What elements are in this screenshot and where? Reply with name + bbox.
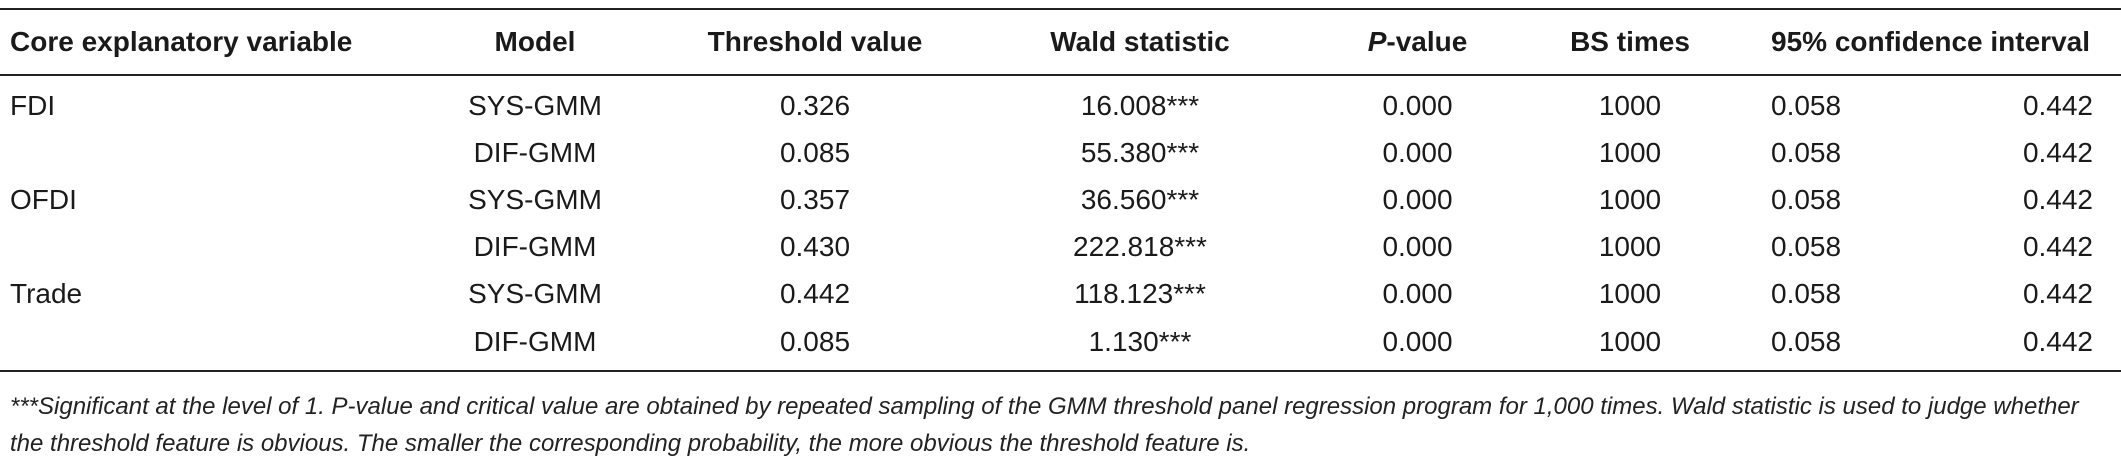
cell-variable: OFDI xyxy=(10,183,77,215)
cell-model: DIF-GMM xyxy=(473,230,597,262)
cell-ci-low: 0.058 xyxy=(1771,277,1842,309)
cell-variable xyxy=(0,129,410,176)
cell-ci-high: 0.442 xyxy=(2022,89,2094,121)
cell-wald: 16.008*** xyxy=(1080,89,1200,121)
cell-pvalue: 0.000 xyxy=(1382,230,1453,262)
cell-variable: Trade xyxy=(10,277,83,309)
cell-variable: FDI xyxy=(10,89,56,121)
cell-wald: 36.560*** xyxy=(1080,183,1200,215)
cell-pvalue: 0.000 xyxy=(1310,317,1525,372)
header-pvalue-letter: P xyxy=(1367,26,1387,57)
cell-bs-times: 1000 xyxy=(1598,136,1662,168)
cell-pvalue: 0.000 xyxy=(1382,89,1453,121)
cell-bs-times: 1000 xyxy=(1598,183,1662,215)
cell-wald: 222.818*** xyxy=(1073,230,1207,262)
header-threshold: Threshold value xyxy=(660,8,970,76)
cell-bs-times: 1000 xyxy=(1525,317,1735,372)
cell-bs-times: 1000 xyxy=(1598,230,1662,262)
cell-ci-low: 0.058 xyxy=(1771,230,1842,262)
cell-ci-high: 0.442 xyxy=(2022,277,2094,309)
cell-ci-high: 0.442 xyxy=(1928,317,2121,372)
cell-wald: 1.130*** xyxy=(970,317,1310,372)
cell-ci-low: 0.058 xyxy=(1735,317,1928,372)
cell-pvalue: 0.000 xyxy=(1382,277,1453,309)
cell-model: SYS-GMM xyxy=(468,89,602,121)
table-row: OFDI SYS-GMM 0.357 36.560*** 0.000 1000 0.058 0… xyxy=(0,176,2121,223)
header-pvalue: P-value xyxy=(1310,8,1525,76)
header-model: Model xyxy=(410,8,660,76)
table-row: DIF-GMM 0.085 1.130*** 0.000 1000 0.058 0.442 xyxy=(0,317,2121,372)
cell-pvalue: 0.000 xyxy=(1382,136,1453,168)
cell-bs-times: 1000 xyxy=(1598,89,1662,121)
cell-threshold: 0.326 xyxy=(779,89,851,121)
table-footnote: ***Significant at the level of 1. P-valu… xyxy=(10,393,2079,457)
cell-model: SYS-GMM xyxy=(468,277,602,309)
cell-ci-low: 0.058 xyxy=(1771,136,1842,168)
header-ci: 95% confidence interval xyxy=(1735,8,2121,76)
cell-bs-times: 1000 xyxy=(1598,277,1662,309)
table-row: Trade SYS-GMM 0.442 118.123*** 0.000 1000 0.05… xyxy=(0,270,2121,317)
cell-ci-low: 0.058 xyxy=(1771,183,1842,215)
cell-model: DIF-GMM xyxy=(473,136,597,168)
cell-model: SYS-GMM xyxy=(468,183,602,215)
table-header-row: Core explanatory variable Model Threshol… xyxy=(0,8,2121,76)
header-wald: Wald statistic xyxy=(970,8,1310,76)
cell-threshold: 0.430 xyxy=(779,230,851,262)
cell-threshold: 0.442 xyxy=(779,277,851,309)
cell-variable xyxy=(0,223,410,270)
header-core-variable: Core explanatory variable xyxy=(0,8,410,76)
table-row: FDI SYS-GMM 0.326 16.008*** 0.000 1000 0.058 0.… xyxy=(0,75,2121,129)
cell-ci-low: 0.058 xyxy=(1771,89,1842,121)
threshold-results-table: Core explanatory variable Model Threshol… xyxy=(0,8,2121,372)
table-body: FDI SYS-GMM 0.326 16.008*** 0.000 1000 0.058 0.… xyxy=(0,75,2121,372)
cell-threshold: 0.085 xyxy=(779,136,851,168)
cell-pvalue: 0.000 xyxy=(1382,183,1453,215)
cell-threshold: 0.085 xyxy=(660,317,970,372)
table-row: DIF-GMM 0.430 222.818*** 0.000 1000 0.058 0.44… xyxy=(0,223,2121,270)
cell-ci-high: 0.442 xyxy=(2022,230,2094,262)
cell-variable xyxy=(0,317,410,372)
cell-ci-high: 0.442 xyxy=(2022,136,2094,168)
cell-wald: 55.380*** xyxy=(1080,136,1200,168)
cell-wald: 118.123*** xyxy=(1074,277,1206,309)
table-row: DIF-GMM 0.085 55.380*** 0.000 1000 0.058 0.442 xyxy=(0,129,2121,176)
cell-threshold: 0.357 xyxy=(779,183,851,215)
header-pvalue-suffix: -value xyxy=(1386,26,1468,57)
header-bs-times: BS times xyxy=(1525,8,1735,76)
cell-model: DIF-GMM xyxy=(410,317,660,372)
cell-ci-high: 0.442 xyxy=(2022,183,2094,215)
